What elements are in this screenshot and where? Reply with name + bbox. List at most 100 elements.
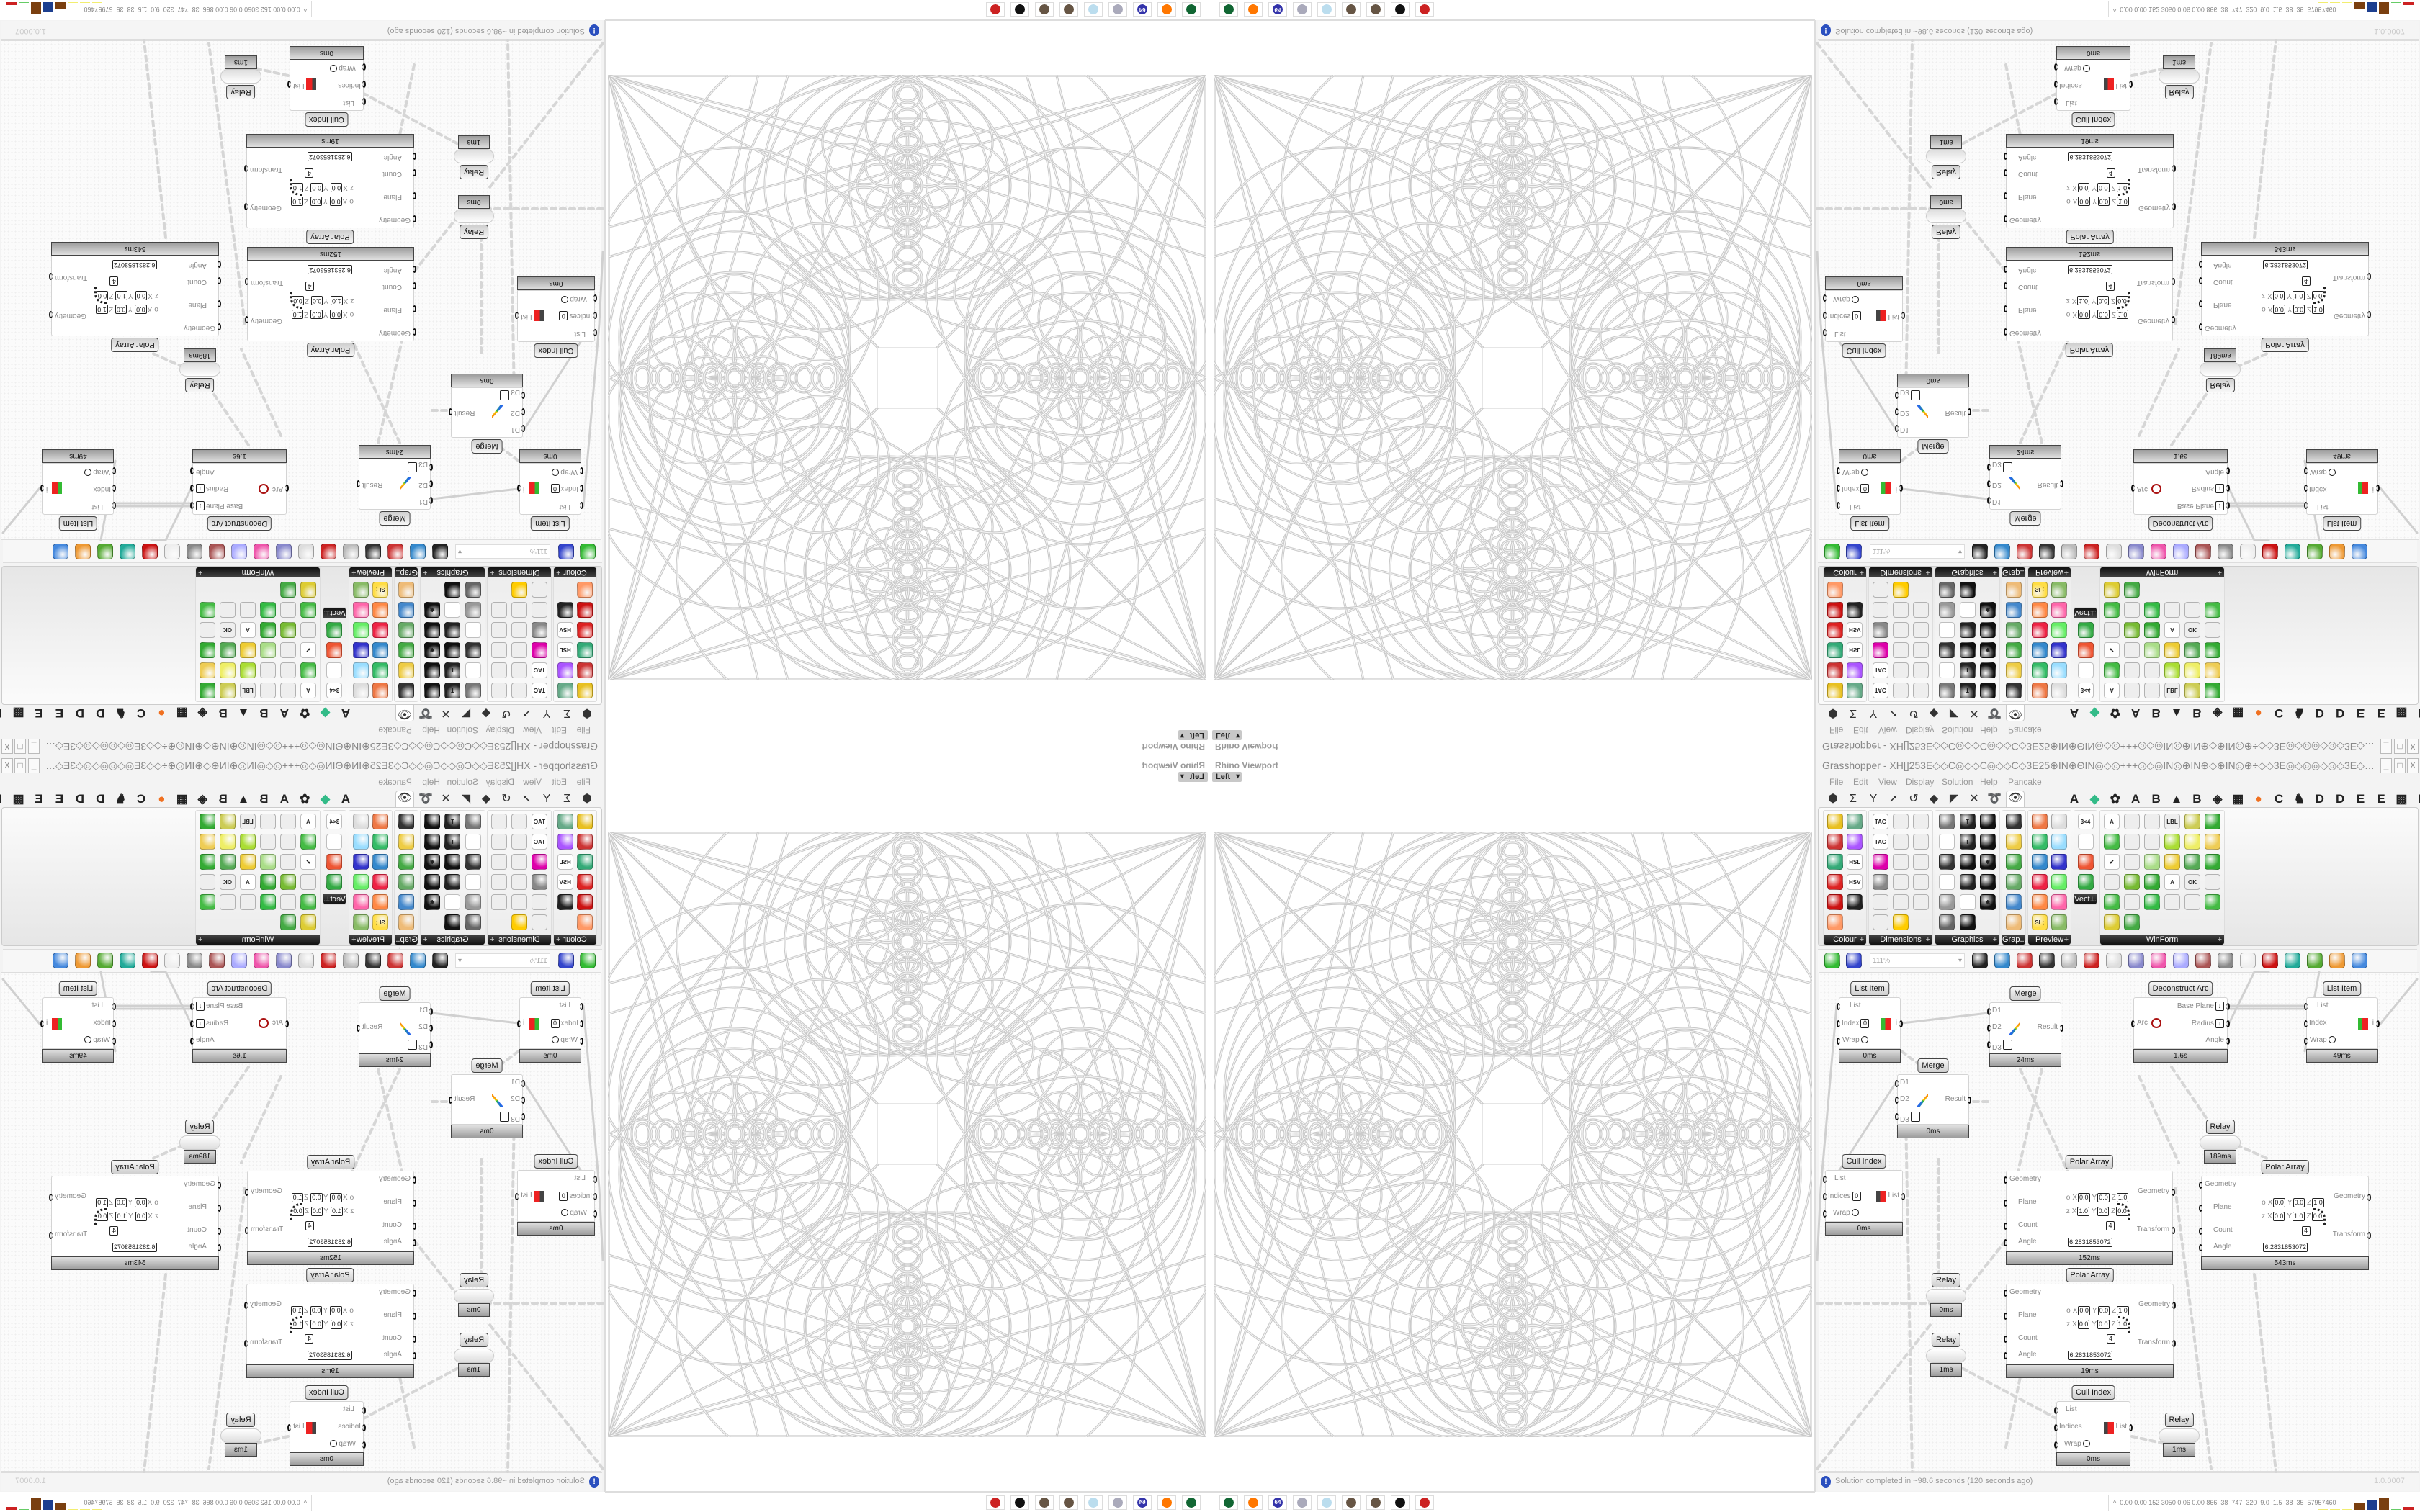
node-title[interactable]: Cull Index [534,1154,578,1169]
in-grip[interactable] [429,480,433,487]
tab-6[interactable]: B [218,792,228,806]
coin-icon[interactable] [1059,2,1078,17]
out-grip[interactable] [1899,1020,1903,1027]
plane-value-field[interactable]: 0.0 [2293,1198,2305,1207]
index-value-field[interactable]: 0 [559,311,568,320]
in-grip[interactable] [413,192,416,199]
node-merge-1[interactable]: D1 D2 D3 Result [357,1002,433,1053]
coin-icon[interactable] [1342,2,1361,17]
curve-dimension-icon[interactable] [1893,894,1909,910]
in-grip[interactable] [2004,215,2007,222]
empty-param-box[interactable] [500,1112,510,1122]
plane-value-field[interactable]: 0.0 [2078,1306,2090,1315]
tab-3[interactable]: A [2131,792,2141,806]
in-grip[interactable] [2004,169,2007,176]
in-grip[interactable] [429,1025,433,1032]
node-title[interactable]: Polar Array [111,1160,159,1174]
in-grip[interactable] [2004,192,2007,199]
out-grip[interactable] [2172,278,2175,285]
plane-value-field[interactable]: 0.0 [330,1193,342,1202]
out-grip[interactable] [2367,273,2371,280]
arc-dimension-icon[interactable] [1873,894,1888,910]
in-grip[interactable] [218,1205,221,1212]
tab-13[interactable]: D [2336,706,2345,720]
layout-icon[interactable] [200,834,215,850]
tab-15[interactable]: E [35,792,43,806]
image-tree-icon[interactable] [352,582,369,598]
pie-chart-yellow-icon[interactable] [2164,854,2180,870]
coin-icon[interactable] [1059,1495,1078,1510]
node-merge-2[interactable]: D1 D2 D3 Result [449,1074,525,1125]
list-box-icon[interactable] [2124,683,2140,698]
plane-value-field[interactable]: 1.0 [2293,1212,2305,1221]
ribbon-group-label[interactable]: Preview [349,935,392,945]
ribbon-group-label[interactable]: Graphics [421,567,485,577]
pie-chart-icon[interactable] [2006,642,2022,658]
dotted-ring-icon[interactable] [444,602,461,618]
in-grip[interactable] [413,215,416,222]
heart-blue-icon[interactable] [352,642,369,658]
save-asterisk-icon[interactable]: ✱ [1979,602,1996,618]
text-block-icon[interactable] [280,854,296,870]
in-grip[interactable] [112,502,116,509]
button-ok-icon[interactable]: OK [220,874,236,890]
colour-wheel-icon[interactable] [577,683,593,698]
menu-display[interactable]: Display [485,777,514,787]
plane-value-field[interactable]: 1.0 [291,1193,304,1202]
coin-icon[interactable] [1366,1495,1385,1510]
select-dimension-icon[interactable] [1913,894,1929,910]
image-trees-icon[interactable] [2051,834,2068,850]
wires-icon[interactable] [209,544,225,559]
bell-icon[interactable] [187,544,202,559]
monitor-app-icon[interactable] [1182,1495,1201,1510]
link-icon[interactable] [1959,622,1976,638]
link-icon[interactable] [444,874,461,890]
swatch-gradient-icon[interactable] [1827,582,1843,598]
out-grip[interactable] [1901,312,1905,319]
plane-value-field[interactable]: 0.0 [310,197,323,206]
dotted-circle-icon[interactable] [465,834,481,850]
node-title[interactable]: Polar Array [2066,230,2114,244]
relay-node[interactable] [454,209,494,223]
colour-cube-icon[interactable] [1827,642,1843,658]
box-dimension-icon[interactable] [491,834,507,850]
email-icon[interactable] [343,953,359,968]
select-dimension-icon[interactable] [491,894,507,910]
hsl-icon[interactable]: HSL [557,642,573,658]
preview-eye-icon[interactable] [1994,953,2010,968]
relay-node[interactable] [2159,69,2200,84]
sets-y-icon[interactable]: Y [1869,707,1878,719]
relay-node[interactable] [1926,1289,1966,1303]
menu-file[interactable]: File [576,777,591,787]
magenta-swatch-icon[interactable] [532,854,547,870]
badger-icon[interactable] [1391,2,1410,17]
save-asterisk-icon[interactable]: ✱ [424,894,441,910]
ribbon-group-label[interactable]: Colour [554,935,596,945]
prism-icon[interactable] [1847,602,1863,618]
link-icon[interactable] [1959,874,1976,890]
tab-14[interactable]: E [55,706,64,720]
rounded-square-icon[interactable] [424,662,441,678]
in-grip[interactable] [2004,305,2007,312]
node-merge-2[interactable]: D1 D2 D3 Result [1895,387,1971,438]
hsv-icon[interactable]: HSV [1847,874,1863,890]
notepad-icon[interactable] [1317,1495,1336,1510]
menu-view[interactable]: View [523,725,542,735]
tab-12[interactable]: D [2315,706,2324,720]
in-grip[interactable] [413,1176,416,1184]
node-title[interactable]: List Item [58,516,98,531]
eye-circle-icon[interactable] [1979,683,1996,698]
in-grip[interactable] [413,1223,416,1230]
tab-16[interactable]: ▩ [2396,792,2408,806]
out-grip[interactable] [357,1025,360,1032]
list-lines-icon[interactable] [2124,602,2140,618]
node-polar-array-1[interactable]: Geometry Geometry Transform Plane Count Angle… [245,261,416,341]
node-title[interactable]: Polar Array [2261,1160,2309,1174]
arrow-panel-icon[interactable] [2124,914,2140,930]
node-cull-index-2[interactable]: List Indices Wrap List [287,1401,366,1452]
blur-dot-icon[interactable] [465,854,481,870]
wrap-toggle[interactable] [552,468,560,476]
material-sphere-icon[interactable] [372,834,389,850]
node-polar-array-2[interactable]: Geometry Geometry Transform Plane Count Angle… [2199,1176,2371,1256]
prism-icon[interactable] [557,894,573,910]
